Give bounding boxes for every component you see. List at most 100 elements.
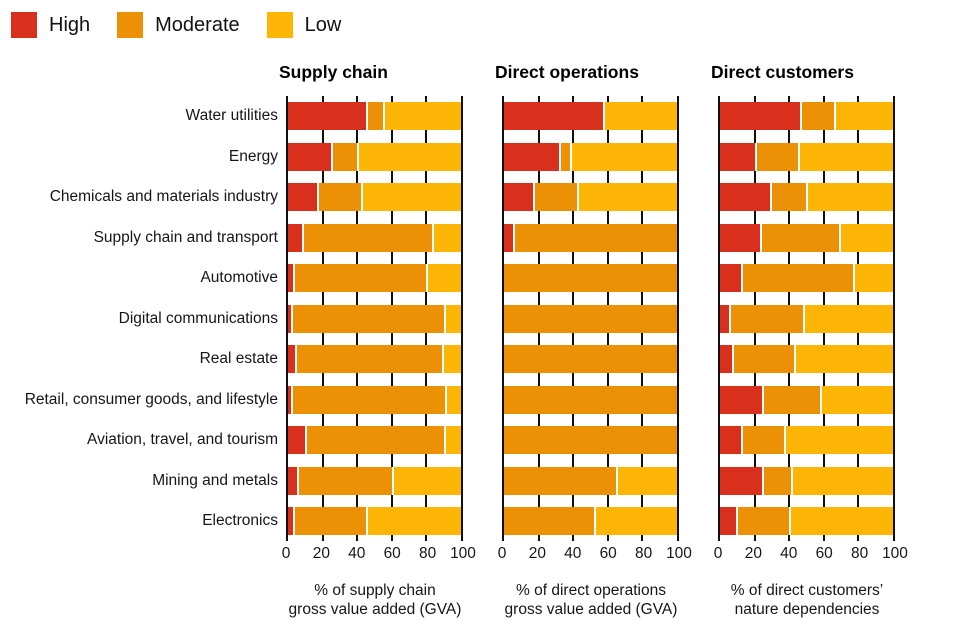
- tick-label: 0: [281, 545, 291, 562]
- bar-row: [720, 426, 893, 454]
- axis-caption-line: % of direct operations: [516, 582, 666, 599]
- bar-segment-low: [445, 385, 461, 414]
- bar-segment-high: [288, 507, 294, 535]
- category-label: Mining and metals: [152, 471, 278, 489]
- bar-segment-high: [288, 183, 318, 211]
- tick-label: 0: [497, 545, 507, 562]
- bar-row: [720, 264, 893, 292]
- category-labels-column: Water utilities Energy Chemicals and mater…: [0, 62, 286, 535]
- bar-segment-low: [839, 223, 893, 252]
- bar-row: [504, 385, 677, 414]
- bar-segment-low: [820, 385, 893, 414]
- low-swatch-icon: [266, 12, 293, 38]
- category-label: Digital communications: [118, 309, 278, 327]
- bar-segment-high: [288, 426, 306, 454]
- bar-segment-low: [443, 426, 461, 454]
- bar-segment-high: [720, 304, 729, 333]
- bar-segment-high: [288, 223, 302, 252]
- tick-label: 40: [564, 545, 582, 562]
- bar-segment-moderate: [799, 102, 835, 130]
- panel-title: Supply chain: [279, 62, 388, 82]
- bar-segment-high: [288, 264, 294, 292]
- bar-row: [288, 385, 461, 414]
- bar-row: [504, 183, 677, 211]
- bars: [288, 102, 461, 535]
- bar-segment-moderate: [301, 223, 432, 252]
- bar-segment-moderate: [533, 183, 577, 211]
- bar-segment-moderate: [735, 507, 790, 535]
- bar-segment-low: [426, 264, 461, 292]
- bar-segment-low: [576, 183, 677, 211]
- chart-body: Water utilities Energy Chemicals and mater…: [0, 62, 908, 619]
- tick-label: 40: [348, 545, 366, 562]
- tick-label: 80: [850, 545, 869, 562]
- bar-row: [720, 345, 893, 373]
- bar-row: [504, 223, 677, 252]
- x-axis-ticks: 0 20 40 60 80 100: [714, 545, 908, 567]
- bar-segment-low: [357, 142, 461, 171]
- tick-label: 20: [528, 545, 547, 562]
- tick-label: 0: [713, 545, 723, 562]
- panel-title: Direct operations: [495, 62, 639, 82]
- tick-label: 100: [666, 545, 692, 562]
- panel-title: Direct customers: [711, 62, 854, 82]
- bar-segment-moderate: [291, 304, 444, 333]
- bar-segment-high: [720, 102, 800, 130]
- bar-segment-moderate: [504, 507, 594, 535]
- bar-segment-moderate: [754, 142, 798, 171]
- legend-label: High: [49, 13, 91, 36]
- bars: [720, 102, 893, 535]
- x-axis-ticks: 0 20 40 60 80 100: [282, 545, 476, 567]
- bar-segment-low: [834, 102, 893, 130]
- bar-segment-low: [569, 142, 677, 171]
- bar-row: [720, 183, 893, 211]
- bar-segment-low: [853, 264, 893, 292]
- bar-segment-moderate: [504, 345, 677, 373]
- bar-segment-moderate: [504, 385, 677, 414]
- category-label: Supply chain and transport: [93, 228, 278, 246]
- bar-row: [504, 264, 677, 292]
- bar-row: [720, 102, 893, 130]
- legend-item-moderate: Moderate: [117, 12, 240, 38]
- bar-segment-moderate: [331, 142, 358, 171]
- tick-label: 100: [882, 545, 908, 562]
- category-label: Automotive: [200, 269, 278, 286]
- bar-segment-high: [504, 223, 513, 252]
- bar-segment-low: [797, 142, 893, 171]
- bar-segment-high: [504, 183, 534, 211]
- bar-segment-high: [288, 304, 292, 333]
- bar-segment-moderate: [770, 183, 807, 211]
- axis-caption-line: gross value added (GVA): [504, 601, 678, 618]
- bar-segment-high: [288, 385, 292, 414]
- tick-label: 100: [450, 545, 476, 562]
- tick-label: 80: [418, 545, 437, 562]
- tick-label: 60: [815, 545, 833, 562]
- bar-row: [504, 426, 677, 454]
- plot-area: [286, 96, 463, 541]
- bar-segment-high: [720, 142, 755, 171]
- bar-segment-low: [602, 102, 677, 130]
- bar-segment-high: [288, 102, 366, 130]
- bar-segment-moderate: [512, 223, 677, 252]
- bar-segment-low: [806, 183, 893, 211]
- axis-caption-line: nature dependencies: [734, 601, 880, 618]
- bar-segment-moderate: [296, 466, 392, 495]
- bar-segment-low: [789, 507, 893, 535]
- bar-segment-low: [443, 304, 461, 333]
- panel-direct-operations: Direct operations 0 20 40 60 80 100 % of dire…: [495, 62, 692, 619]
- bar-row: [288, 304, 461, 333]
- bar-row: [288, 466, 461, 495]
- bar-segment-high: [720, 426, 741, 454]
- bar-segment-low: [593, 507, 677, 535]
- bar-row: [720, 223, 893, 252]
- bar-segment-moderate: [291, 385, 446, 414]
- bar-segment-low: [803, 304, 893, 333]
- panel-direct-customers: Direct customers 0 20 40 60 80 100 % of direc…: [711, 62, 908, 619]
- bar-segment-low: [790, 466, 893, 495]
- bar-segment-high: [288, 142, 332, 171]
- bar-row: [720, 507, 893, 535]
- bar-segment-high: [720, 385, 762, 414]
- bar-row: [288, 102, 461, 130]
- bar-segment-high: [720, 466, 762, 495]
- bar-segment-low: [784, 426, 893, 454]
